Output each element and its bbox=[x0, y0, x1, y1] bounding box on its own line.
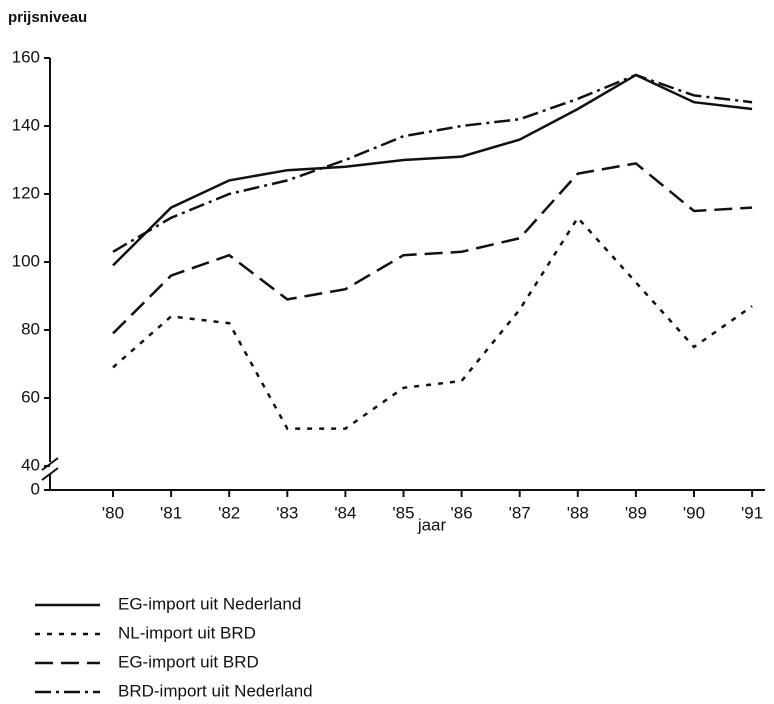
x-tick-label: '83 bbox=[276, 503, 298, 522]
y-tick-label: 140 bbox=[12, 115, 40, 134]
x-tick-label: '88 bbox=[567, 503, 589, 522]
x-axis-label: jaar bbox=[417, 515, 447, 534]
y-tick-label: 100 bbox=[12, 251, 40, 270]
x-tick-label: '80 bbox=[102, 503, 124, 522]
series-line bbox=[112, 73, 753, 253]
y-tick-label: 80 bbox=[21, 319, 40, 338]
y-tick-label: 160 bbox=[12, 47, 40, 66]
x-tick-label: '84 bbox=[334, 503, 356, 522]
y-tick-label: 60 bbox=[21, 387, 40, 406]
x-tick-label: '89 bbox=[625, 503, 647, 522]
legend-label: EG-import uit Nederland bbox=[118, 594, 301, 613]
x-tick-label: '81 bbox=[160, 503, 182, 522]
series-line bbox=[112, 162, 753, 335]
legend-label: BRD-import uit Nederland bbox=[118, 681, 313, 700]
x-tick-label: '86 bbox=[451, 503, 473, 522]
x-tick-label: '91 bbox=[741, 503, 763, 522]
legend-label: NL-import uit BRD bbox=[118, 623, 256, 642]
x-tick-label: '90 bbox=[683, 503, 705, 522]
y-axis-label: prijsniveau bbox=[8, 9, 87, 26]
y-tick-label: 0 bbox=[31, 479, 40, 498]
legend-label: EG-import uit BRD bbox=[118, 652, 259, 671]
series-line bbox=[112, 73, 753, 267]
series-line bbox=[112, 215, 753, 430]
y-tick-label: 120 bbox=[12, 183, 40, 202]
x-tick-label: '82 bbox=[218, 503, 240, 522]
x-tick-label: '85 bbox=[392, 503, 414, 522]
x-tick-label: '87 bbox=[509, 503, 531, 522]
y-tick-label: 40 bbox=[21, 455, 40, 474]
